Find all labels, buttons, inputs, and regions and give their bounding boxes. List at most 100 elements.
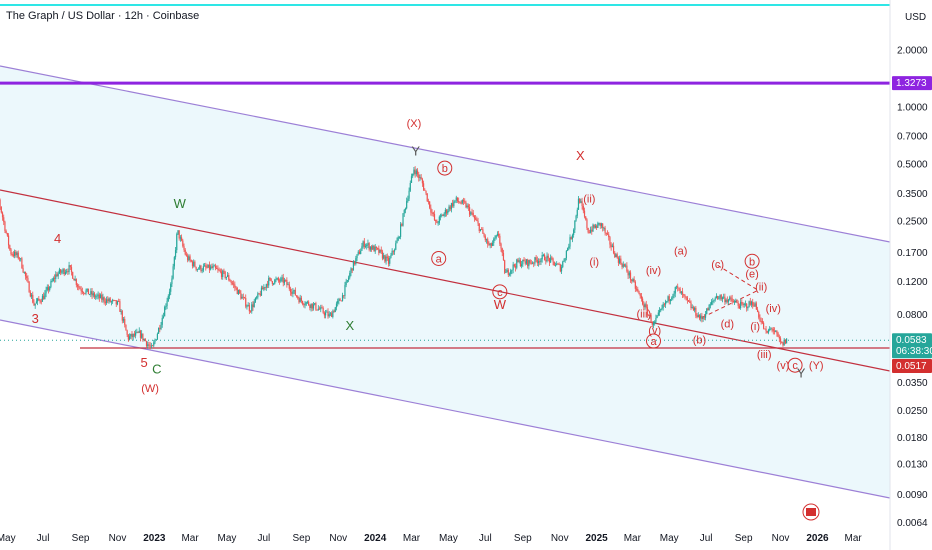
candle-body	[53, 277, 56, 279]
candle-body	[222, 270, 224, 277]
candle-body	[537, 261, 540, 264]
channel-upper-line[interactable]	[0, 65, 891, 243]
candle-body	[657, 312, 659, 316]
candle-body	[631, 279, 633, 282]
support-price-tag[interactable]	[892, 359, 932, 373]
candle-body	[130, 333, 132, 337]
x-tick-label: Jul	[257, 533, 270, 544]
candle-body	[598, 222, 600, 224]
candle-body	[455, 197, 457, 201]
candle-body	[29, 292, 31, 297]
candle-body	[361, 246, 363, 251]
wave-label: (iv)	[646, 265, 661, 277]
candle-body	[646, 307, 649, 316]
candle-body	[89, 294, 91, 295]
candle-body	[4, 221, 6, 231]
candle-body	[194, 261, 196, 267]
candle-body	[472, 212, 474, 217]
candle-body	[522, 259, 524, 265]
candle-body	[534, 257, 536, 264]
wave-label: C	[152, 361, 161, 376]
candle-body	[144, 338, 146, 342]
resistance-price-tag[interactable]	[892, 76, 932, 91]
x-tick-label: Sep	[514, 533, 532, 544]
candle-body	[306, 301, 309, 303]
candle-body	[786, 338, 788, 344]
candle-body	[665, 301, 667, 305]
candle-body	[279, 280, 281, 282]
candle-body	[668, 296, 670, 302]
candle-body	[206, 267, 208, 269]
candle-body	[698, 314, 701, 319]
candle-body	[385, 256, 387, 262]
candle-body	[704, 314, 707, 318]
candle-body	[616, 254, 618, 258]
candle-body	[431, 212, 433, 214]
candle-body	[200, 265, 202, 272]
candle-body	[51, 280, 53, 282]
candle-body	[523, 259, 525, 262]
candle-body	[340, 300, 342, 302]
candle-body	[269, 277, 271, 279]
candle-body	[370, 246, 373, 250]
candle-body	[625, 265, 627, 267]
candle-body	[541, 254, 543, 260]
candle-body	[127, 334, 129, 340]
candle-body	[577, 198, 580, 210]
candle-body	[760, 320, 762, 322]
candle-body	[684, 295, 686, 297]
candle-body	[673, 293, 675, 296]
resistance-price-tag-text: 1.3273	[896, 78, 927, 89]
last-price-tag[interactable]	[892, 333, 932, 359]
candle-body	[263, 287, 265, 290]
candle-body	[756, 309, 759, 313]
candle-body	[16, 252, 18, 256]
y-tick-label: 2.0000	[897, 45, 928, 56]
candle-body	[709, 304, 711, 306]
candle-body	[271, 281, 273, 284]
x-tick-label: May	[660, 533, 679, 544]
candle-body	[138, 330, 140, 333]
candle-body	[224, 271, 226, 278]
candle-body	[510, 270, 512, 274]
price-axis-panel[interactable]	[890, 0, 932, 550]
wave-label: (c)	[711, 259, 724, 271]
candle-body	[216, 267, 218, 269]
channel-mid-line[interactable]	[0, 189, 891, 372]
candle-body	[50, 281, 52, 287]
x-tick-label: 2023	[143, 533, 166, 544]
candle-body	[108, 298, 110, 302]
wave-label-circle	[437, 160, 453, 176]
candle-body	[172, 266, 174, 279]
time-axis-panel[interactable]	[0, 528, 890, 550]
candle-body	[614, 252, 616, 258]
channel-lower-line[interactable]	[0, 319, 891, 499]
candle-body	[26, 276, 28, 279]
candle-body	[559, 264, 561, 272]
candle-body	[401, 224, 403, 226]
candle-body	[176, 234, 178, 251]
y-tick-label: 1.0000	[897, 102, 928, 113]
y-tick-label: 0.0064	[897, 518, 928, 529]
x-tick-label: 2024	[364, 533, 387, 544]
wave-label: (iv)	[766, 303, 781, 315]
candle-body	[467, 205, 469, 208]
wave-label: (i)	[589, 256, 599, 268]
candle-body	[443, 213, 445, 216]
candle-body	[470, 212, 472, 215]
candle-body	[513, 264, 515, 267]
wave-label-circle	[744, 253, 760, 269]
candle-body	[283, 279, 286, 283]
channel-fill	[0, 66, 890, 498]
candle-body	[683, 294, 685, 296]
x-tick-label: Sep	[292, 533, 310, 544]
x-tick-label: Mar	[403, 533, 421, 544]
currency-label: USD	[905, 12, 926, 23]
candle-body	[7, 235, 10, 246]
candle-body	[483, 233, 485, 237]
candle-body	[400, 224, 402, 237]
candle-body	[355, 258, 357, 265]
candle-body	[761, 321, 763, 323]
candle-body	[458, 201, 460, 203]
